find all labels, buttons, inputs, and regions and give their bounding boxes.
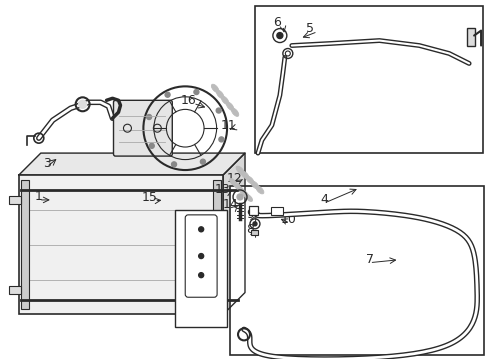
Circle shape (146, 114, 151, 120)
Ellipse shape (250, 181, 258, 189)
Circle shape (165, 92, 170, 97)
Circle shape (252, 222, 256, 226)
Circle shape (198, 273, 203, 278)
Ellipse shape (231, 108, 238, 116)
Text: 6: 6 (272, 16, 280, 29)
Bar (229, 186, 483, 355)
Ellipse shape (245, 176, 253, 184)
Ellipse shape (216, 90, 224, 99)
Ellipse shape (211, 84, 219, 93)
Circle shape (171, 162, 176, 167)
Ellipse shape (236, 166, 244, 174)
Circle shape (149, 143, 154, 148)
Bar (466, 28, 474, 45)
Text: 14: 14 (222, 198, 238, 211)
Bar (213, 180, 221, 310)
Circle shape (200, 159, 205, 164)
Circle shape (276, 32, 282, 39)
Circle shape (198, 253, 203, 258)
Bar (9, 285, 21, 293)
Text: 8: 8 (245, 223, 253, 236)
Text: 16: 16 (180, 94, 196, 107)
Text: 7: 7 (365, 253, 373, 266)
Bar (9, 196, 21, 204)
Ellipse shape (256, 186, 264, 194)
Circle shape (194, 90, 199, 95)
Text: 1: 1 (35, 190, 42, 203)
Ellipse shape (241, 171, 248, 179)
Bar (21, 180, 29, 310)
Circle shape (79, 100, 86, 108)
Text: 9: 9 (245, 208, 253, 221)
Ellipse shape (229, 179, 236, 185)
Bar (175, 210, 226, 328)
Ellipse shape (221, 96, 228, 104)
Bar (250, 230, 258, 235)
Ellipse shape (233, 183, 240, 189)
FancyBboxPatch shape (185, 215, 217, 297)
Polygon shape (223, 153, 244, 315)
Ellipse shape (237, 186, 244, 194)
Polygon shape (19, 153, 244, 175)
Circle shape (219, 137, 224, 142)
Text: 11: 11 (220, 119, 235, 132)
Text: 10: 10 (280, 213, 296, 226)
Circle shape (198, 227, 203, 232)
FancyBboxPatch shape (113, 100, 172, 156)
Ellipse shape (241, 190, 248, 198)
Bar (270, 207, 282, 215)
Text: 15: 15 (141, 192, 157, 204)
Text: 4: 4 (320, 193, 328, 206)
Circle shape (237, 194, 243, 200)
Text: 5: 5 (305, 22, 313, 35)
Circle shape (216, 108, 221, 113)
Ellipse shape (226, 102, 233, 111)
Text: 3: 3 (43, 157, 51, 170)
Text: 13: 13 (214, 184, 229, 197)
Text: 2: 2 (197, 211, 204, 224)
Bar (254, 6, 482, 153)
Ellipse shape (245, 194, 252, 202)
Bar (248, 206, 258, 215)
Text: 12: 12 (227, 171, 243, 185)
Bar (19, 175, 223, 315)
